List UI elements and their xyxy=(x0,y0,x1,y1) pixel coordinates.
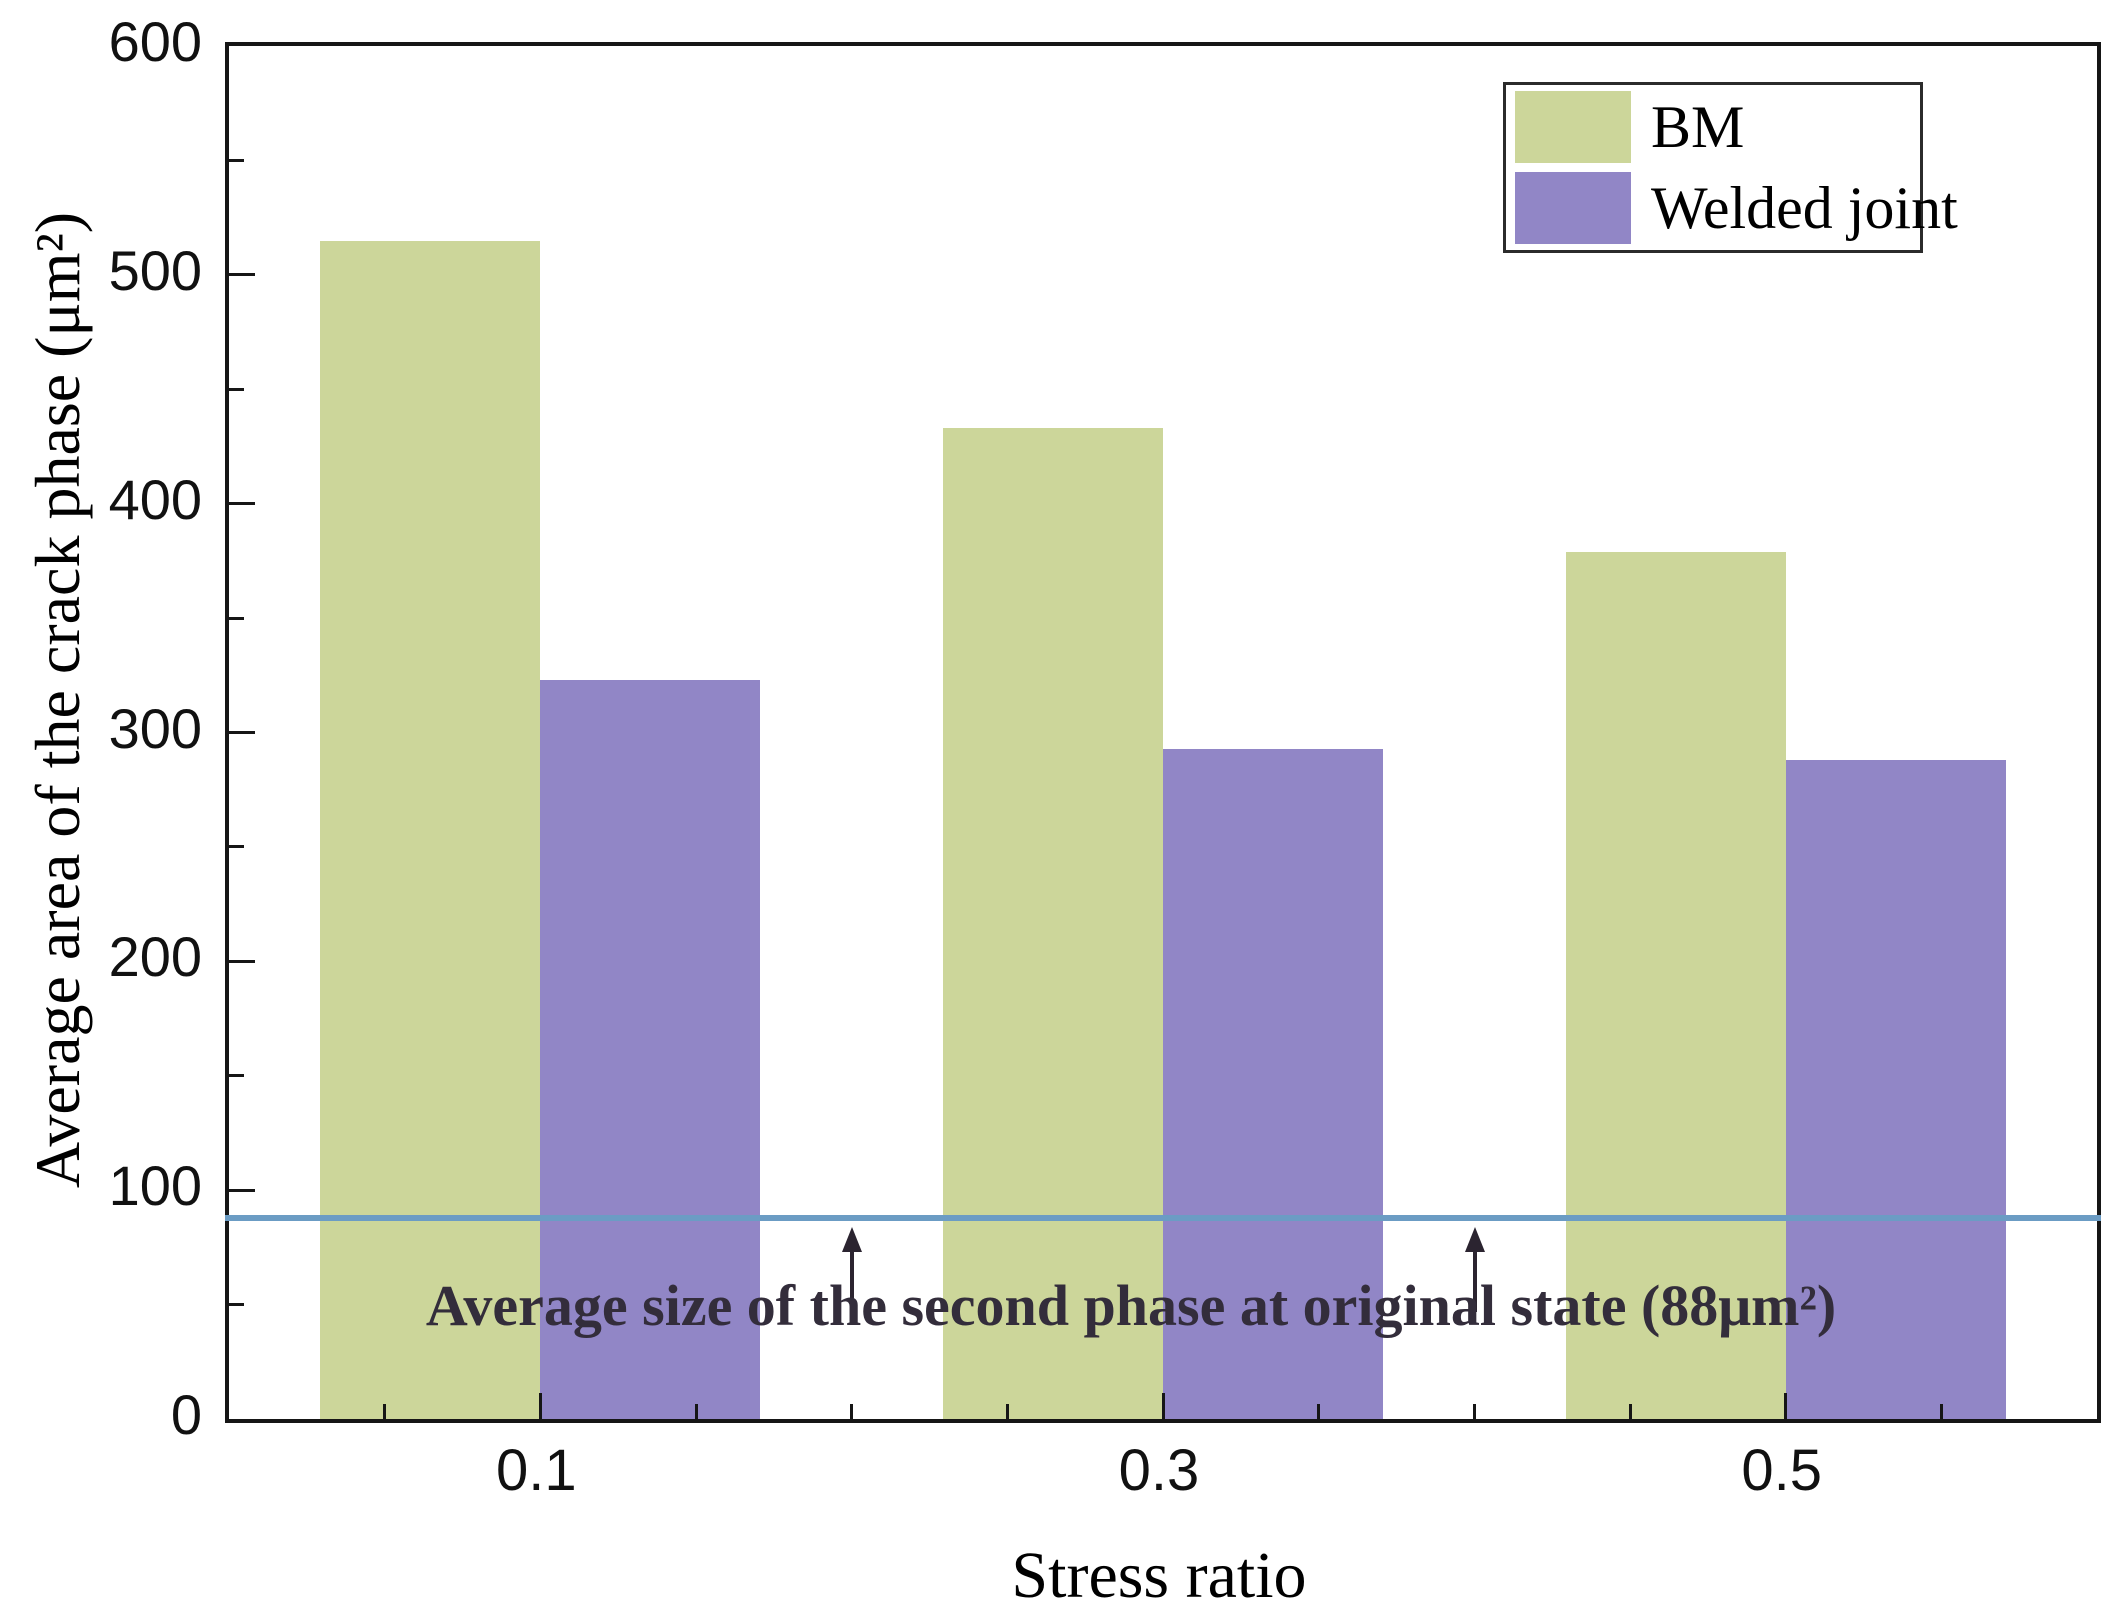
x-major-tick-0.1 xyxy=(538,1393,542,1419)
bar-welded-joint-0.1 xyxy=(540,679,761,1419)
arrow-head-icon xyxy=(842,1227,862,1252)
x-tick-label-0.3: 0.3 xyxy=(1118,1438,1200,1503)
x-minor-tick-11 xyxy=(1939,1404,1943,1419)
y-tick-label-300: 300 xyxy=(108,696,202,760)
bar-welded-joint-0.5 xyxy=(1785,759,2006,1419)
y-major-tick-500 xyxy=(229,273,255,277)
y-major-tick-300 xyxy=(229,731,255,734)
y-tick-label-200: 200 xyxy=(108,925,202,989)
y-major-tick-400 xyxy=(229,502,255,506)
x-tick-label-0.1: 0.1 xyxy=(496,1438,577,1503)
arrow-stem xyxy=(1473,1251,1477,1312)
x-minor-tick-1 xyxy=(383,1404,387,1419)
y-major-tick-100 xyxy=(229,1188,255,1192)
y-tick-label-500: 500 xyxy=(108,238,202,302)
x-tick-label-0.5: 0.5 xyxy=(1741,1438,1822,1503)
y-tick-label-600: 600 xyxy=(108,10,202,73)
y-minor-tick-250 xyxy=(229,845,244,849)
reference-line-annotation: Average size of the second phase at orig… xyxy=(425,1273,1837,1338)
y-minor-tick-450 xyxy=(229,387,244,391)
legend-swatch-bm xyxy=(1515,91,1631,163)
x-minor-tick-4 xyxy=(850,1404,854,1419)
legend-item-bm: BM xyxy=(1515,91,1920,163)
x-minor-tick-3 xyxy=(694,1404,698,1419)
y-tick-label-400: 400 xyxy=(108,467,202,531)
x-minor-tick-7 xyxy=(1317,1404,1321,1419)
y-tick-label-0: 0 xyxy=(170,1383,202,1446)
y-minor-tick-150 xyxy=(229,1074,244,1078)
annotation-arrow-left xyxy=(840,1227,864,1313)
reference-line xyxy=(225,1214,2101,1221)
bar-bm-0.1 xyxy=(320,240,541,1419)
x-axis-title: Stress ratio xyxy=(1011,1539,1307,1612)
arrow-stem xyxy=(850,1251,854,1312)
y-tick-label-100: 100 xyxy=(108,1154,202,1218)
y-minor-tick-50 xyxy=(229,1303,244,1307)
arrow-head-icon xyxy=(1465,1227,1485,1252)
plot-area xyxy=(225,42,2101,1423)
x-major-tick-0.3 xyxy=(1161,1393,1165,1419)
legend-item-welded-joint: Welded joint xyxy=(1515,172,1958,244)
bar-bm-0.5 xyxy=(1565,551,1786,1419)
annotation-arrow-right xyxy=(1463,1227,1487,1313)
legend-label-bm: BM xyxy=(1651,94,1745,160)
legend-label-welded-joint: Welded joint xyxy=(1651,175,1958,241)
y-minor-tick-350 xyxy=(229,616,244,620)
x-minor-tick-8 xyxy=(1472,1404,1476,1419)
bar-welded-joint-0.3 xyxy=(1163,748,1383,1419)
x-minor-tick-5 xyxy=(1005,1404,1009,1419)
legend-swatch-welded-joint xyxy=(1515,172,1631,244)
x-minor-tick-9 xyxy=(1628,1404,1632,1419)
y-minor-tick-550 xyxy=(229,158,244,162)
y-major-tick-200 xyxy=(229,959,255,963)
x-major-tick-0.5 xyxy=(1784,1393,1788,1419)
bar-bm-0.3 xyxy=(943,428,1163,1419)
legend-box: BM Welded joint xyxy=(1503,82,1958,253)
